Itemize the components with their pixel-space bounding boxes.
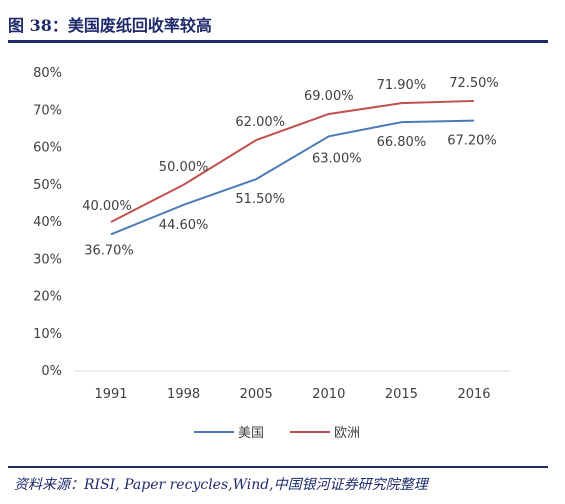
line-chart: 0% 10% 20% 30% 40% 50% 60% 70% 80% 1991 1998 2005 20…	[33, 66, 510, 441]
y-tick-label: 0%	[41, 364, 62, 379]
data-label: 63.00%	[312, 151, 362, 166]
data-label: 62.00%	[235, 115, 285, 130]
data-label: 51.50%	[235, 192, 285, 207]
data-label: 72.50%	[449, 76, 499, 91]
figure-title: 图 38：美国废纸回收率较高	[8, 16, 212, 35]
legend-label: 美国	[238, 426, 264, 441]
data-label: 67.20%	[447, 134, 497, 149]
x-tick-label: 2010	[312, 387, 345, 402]
x-tick-label: 2016	[457, 387, 490, 402]
data-label: 40.00%	[82, 199, 132, 214]
y-tick-label: 30%	[33, 252, 62, 267]
source-note: 资料来源：RISI, Paper recycles,Wind,中国银河证券研究院…	[14, 477, 428, 493]
series-line-2	[110, 99, 475, 223]
series-line-1	[110, 119, 475, 236]
y-tick-label: 20%	[33, 290, 62, 305]
y-tick-label: 10%	[33, 327, 62, 342]
data-label: 36.70%	[84, 243, 134, 258]
legend-label: 欧洲	[334, 426, 360, 441]
y-tick-label: 40%	[33, 215, 62, 230]
x-tick-label: 1998	[167, 387, 200, 402]
data-label: 50.00%	[159, 160, 209, 175]
data-label: 71.90%	[377, 78, 427, 93]
data-label: 66.80%	[377, 135, 427, 150]
data-label: 69.00%	[304, 89, 354, 104]
y-tick-label: 50%	[33, 178, 62, 193]
title-rule	[8, 40, 548, 43]
source-rule	[8, 466, 548, 468]
y-tick-label: 60%	[33, 141, 62, 156]
y-tick-label: 70%	[33, 103, 62, 118]
x-tick-label: 1991	[94, 387, 127, 402]
x-tick-label: 2015	[385, 387, 418, 402]
y-tick-label: 80%	[33, 66, 62, 81]
x-tick-label: 2005	[240, 387, 273, 402]
data-label: 44.60%	[159, 218, 209, 233]
